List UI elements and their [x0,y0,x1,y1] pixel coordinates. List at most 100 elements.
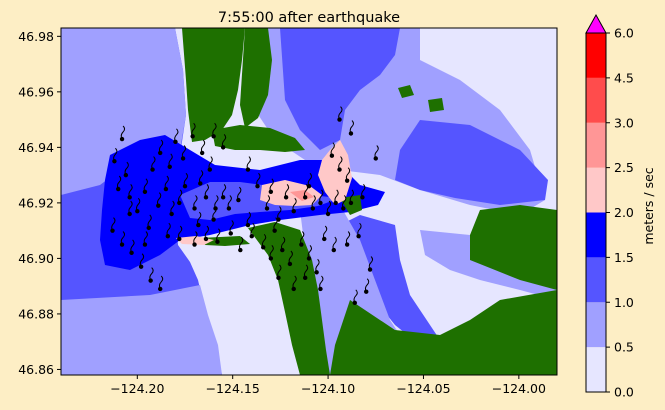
colorbar-tick-label: 1.5 [614,250,634,265]
tracer-tail [147,214,152,229]
tracer-tail [330,142,335,156]
land-south-east [330,290,557,375]
tracer-dot [116,186,121,192]
tracer-tail [212,206,217,220]
tracer-tail [174,128,179,143]
tracer-tail [177,225,183,240]
tracer-tail [326,200,332,215]
tracer-dot [192,242,197,247]
x-tick-label: −124.00 [492,381,546,396]
tracer-dot [333,200,338,206]
colorbar-tick-label: 2.5 [614,160,634,175]
tracer-tail [246,211,251,226]
tracer-tail [193,195,198,209]
tracer-tail [166,222,171,237]
tracer-tail [214,195,219,209]
tracer-tail [229,220,234,234]
tracer-dot [272,228,277,233]
tracer-dot [142,189,148,194]
x-tick-label: −124.10 [301,381,355,396]
tracer-dot [196,222,201,228]
tracer-dot [150,167,155,172]
bay-fast-water-2 [395,120,548,205]
tracer-dot [127,211,132,217]
colorbar-tick-label: 2.0 [614,205,634,220]
land-east [470,205,557,290]
y-tick-label: 46.88 [18,306,54,321]
tracer-dot [314,270,319,275]
tracer-dot [173,139,178,145]
tracer-tail [364,278,370,292]
tracer-tail [338,106,343,120]
x-tick-label: −124.05 [396,381,450,396]
tracer-tail [319,189,324,204]
tracer-dot [287,261,293,267]
tracer-dot [165,234,171,239]
tracer-tail [124,161,129,176]
tracer-tail [280,236,286,251]
tracer-dot [220,195,226,200]
tracer-tail [307,245,312,259]
x-tick-label: −124.15 [206,381,260,396]
tracer-tail [139,253,145,267]
tracer-tail [269,245,274,259]
tracer-tail [261,233,267,248]
y-tick-label: 46.94 [18,140,54,155]
tracer-dot [352,300,357,306]
tracer-dot [318,200,323,206]
tracer-tail [319,275,324,290]
tracer-dot [177,200,182,206]
tracer-tail [300,231,305,245]
tracer-tail [164,175,169,190]
tracer-tail [256,172,261,187]
tracer-tail [374,145,379,159]
tracer-dot [169,211,174,217]
tracer-tail [128,183,133,198]
x-tick-label: −124.20 [110,381,164,396]
tracer-tail [212,122,217,137]
tracer-tail [136,197,141,212]
tracer-dot [138,264,144,269]
tracer-tail [221,134,227,148]
tracer-tail [349,189,354,204]
tracer-dot [215,239,220,244]
land-north-point [212,125,305,152]
tracer-tail [158,275,164,290]
tracer-tail [277,206,282,220]
tracer-dot [203,195,209,200]
tracer-tail [311,195,316,209]
tracer-dot [329,153,335,158]
tracer-dot [255,184,260,189]
faster-patch-center [290,190,314,201]
tracer-dot [180,156,186,161]
tracer-tail [113,147,118,162]
tracer-tail [177,189,183,204]
tracer-dot [207,167,212,172]
tracer-dot [245,167,251,172]
tracer-dot [331,247,336,253]
tracer-dot [228,231,233,236]
tracer-dot [306,256,312,261]
tracer-dot [337,167,342,172]
tracer-dot [249,234,254,239]
tracer-dot [318,286,323,292]
y-tick-label: 46.98 [18,29,54,44]
tracer-dot [220,145,226,150]
axes-frame [60,27,558,376]
tracer-tail [208,156,213,170]
tracer-tail [143,178,148,193]
tracer-dot [112,159,117,164]
tracer-tail [221,183,227,198]
tracer-tail [269,178,274,193]
tracer-dot [119,242,125,247]
tracer-dot [302,275,308,281]
tracer-dot [146,225,151,231]
tracer-dot [177,236,182,242]
colorbar-segment [586,122,606,168]
tracer-tail [168,153,173,168]
tracer-dot [344,242,350,247]
tracer-dot [373,156,378,161]
tracer-dot [119,136,125,142]
tracer-dot [299,242,304,247]
tracer-dot [190,134,195,139]
